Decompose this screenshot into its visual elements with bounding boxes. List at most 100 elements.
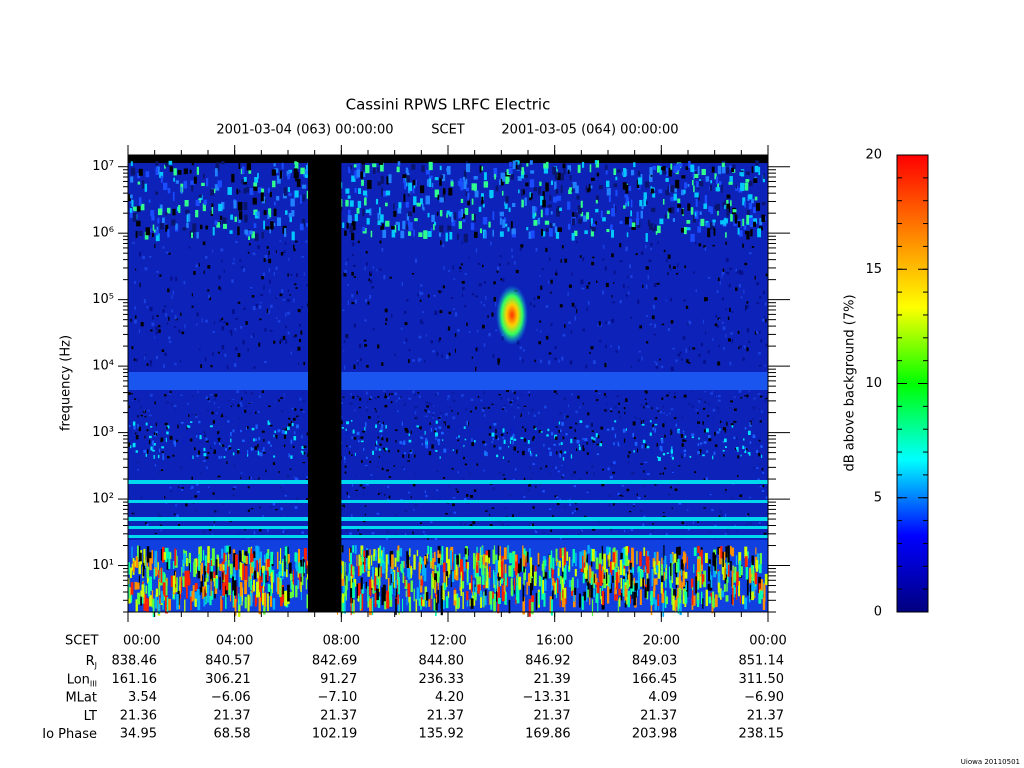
- spectrogram-cell: [648, 259, 652, 263]
- spectrogram-cell: [549, 195, 552, 201]
- spectrogram-cell: [625, 546, 628, 560]
- spectrogram-cell: [751, 406, 753, 408]
- spectrogram-cell: [605, 321, 609, 325]
- spectrogram-cell: [683, 299, 686, 302]
- spectrogram-cell: [607, 577, 610, 591]
- spectrogram-cell: [652, 227, 655, 232]
- spectrogram-cell: [444, 413, 448, 416]
- spectrogram-cell: [233, 580, 237, 596]
- spectrogram-cell: [435, 449, 438, 452]
- spectrogram-cell: [364, 513, 366, 516]
- spectrogram-cell: [609, 407, 613, 411]
- spectrogram-cell: [617, 569, 620, 583]
- spectrogram-cell: [412, 188, 415, 194]
- spectrogram-cell: [138, 575, 140, 586]
- spectrogram-cell: [255, 424, 258, 429]
- spectrogram-cell: [239, 474, 242, 477]
- spectrogram-cell: [626, 579, 630, 589]
- spectrogram-cell: [294, 240, 298, 243]
- spectrogram-cell: [260, 192, 264, 202]
- spectrogram-cell: [726, 194, 731, 199]
- spectrogram-cell: [764, 364, 766, 367]
- spectrogram-cell: [601, 483, 605, 487]
- spectrogram-cell: [379, 434, 381, 439]
- spectrogram-cell: [344, 365, 346, 370]
- spectrogram-cell: [191, 232, 194, 238]
- spectrogram-cell: [439, 290, 443, 293]
- spectrogram-cell: [270, 506, 273, 508]
- spectrogram-cell: [233, 574, 236, 586]
- spectrogram-cell: [293, 248, 296, 252]
- spectrogram-cell: [614, 568, 618, 580]
- spectrogram-cell: [148, 435, 152, 439]
- spectrogram-cell: [403, 177, 405, 184]
- spectrogram-cell: [183, 168, 188, 175]
- spectrogram-cell: [158, 324, 161, 328]
- spectrogram-cell: [671, 471, 675, 474]
- spectrogram-cell: [220, 455, 223, 459]
- spectrogram-cell: [595, 587, 599, 603]
- spectrogram-cell: [684, 591, 688, 604]
- spectrogram-cell: [667, 211, 670, 219]
- spectrogram-cell: [282, 586, 285, 595]
- spectrogram-cell: [727, 564, 730, 577]
- spectrogram-cell: [618, 588, 621, 596]
- spectrogram-cell: [435, 581, 437, 598]
- spectrogram-cell: [143, 411, 146, 413]
- spectrogram-cell: [621, 495, 624, 497]
- ephemeris-value: −13.31: [523, 690, 571, 705]
- spectrogram-cell: [283, 393, 285, 397]
- spectrogram-cell: [724, 446, 727, 448]
- spectrogram-cell: [173, 513, 176, 516]
- spectrogram-cell: [166, 431, 169, 435]
- spectrogram-cell: [155, 167, 158, 175]
- spectrogram-cell: [765, 486, 768, 489]
- spectrogram-cell: [711, 166, 715, 173]
- spectrogram-cell: [624, 594, 627, 608]
- spectrogram-cell: [503, 404, 506, 407]
- spectrogram-cell: [738, 283, 742, 288]
- spectrogram-cell: [132, 212, 137, 222]
- spectrogram-cell: [205, 178, 209, 187]
- spectrogram-cell: [498, 520, 502, 523]
- spectrogram-cell: [659, 358, 661, 361]
- spectrogram-cell: [224, 353, 227, 358]
- spectrogram-cell: [710, 575, 713, 588]
- spectrogram-cell: [650, 188, 654, 194]
- spectrogram-cell: [561, 356, 564, 361]
- spectrogram-cell: [497, 358, 501, 363]
- spectrogram-cell: [128, 535, 768, 538]
- spectrogram-cell: [762, 597, 766, 610]
- spectrogram-cell: [665, 177, 669, 182]
- spectrogram-cell: [221, 413, 223, 417]
- spectrogram-cell: [630, 169, 635, 176]
- spectrogram-cell: [705, 477, 708, 481]
- spectrogram-cell: [440, 240, 442, 245]
- spectrogram-cell: [307, 303, 309, 307]
- spectrogram-cell: [551, 223, 556, 227]
- spectrogram-cell: [388, 449, 390, 453]
- spectrogram-cell: [223, 552, 226, 563]
- spectrogram-cell: [460, 263, 463, 266]
- spectrogram-cell: [379, 545, 382, 559]
- spectrogram-cell: [749, 496, 751, 499]
- spectrogram-cell: [244, 596, 247, 609]
- spectrogram-cell: [267, 593, 269, 612]
- spectrogram-cell: [559, 453, 561, 456]
- spectrogram-cell: [211, 205, 214, 214]
- spectrogram-cell: [670, 297, 672, 302]
- spectrogram-cell: [151, 590, 154, 599]
- spectrogram-cell: [502, 406, 506, 409]
- spectrogram-cell: [189, 456, 191, 461]
- spectrogram-cell: [748, 202, 753, 210]
- spectrogram-cell: [128, 405, 131, 408]
- spectrogram-cell: [217, 475, 221, 478]
- spectrogram-cell: [233, 553, 236, 569]
- spectrogram-cell: [283, 444, 286, 448]
- spectrogram-cell: [442, 562, 446, 573]
- spectrogram-cell: [571, 511, 574, 515]
- spectrogram-cell: [139, 282, 141, 288]
- spectrogram-cell: [442, 439, 444, 441]
- spectrogram-cell: [146, 556, 148, 573]
- spectrogram-cell: [364, 266, 366, 271]
